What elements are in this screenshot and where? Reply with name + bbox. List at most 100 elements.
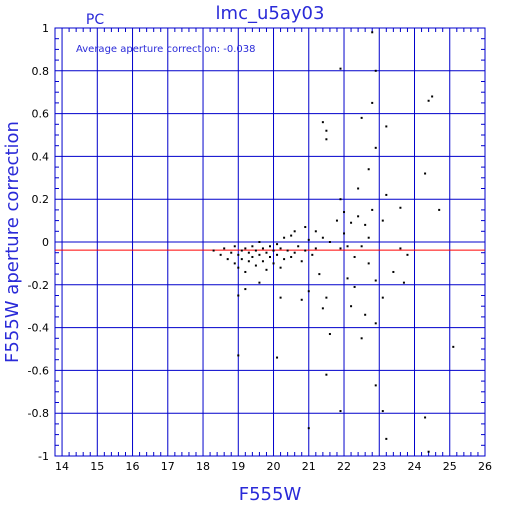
data-point	[272, 249, 275, 252]
data-point	[325, 296, 328, 299]
data-point	[318, 273, 321, 276]
data-point	[343, 232, 346, 235]
x-tick-label: 20	[267, 460, 281, 473]
data-point	[427, 450, 430, 453]
data-point	[226, 258, 229, 261]
data-point	[297, 245, 300, 248]
data-point	[381, 296, 384, 299]
data-point	[293, 251, 296, 254]
data-point	[402, 281, 405, 284]
data-point	[360, 245, 363, 248]
data-point	[254, 249, 257, 252]
data-point	[350, 305, 353, 308]
data-point	[300, 298, 303, 301]
x-tick-label: 25	[443, 460, 457, 473]
data-point	[321, 121, 324, 124]
data-point	[357, 187, 360, 190]
y-tick-label: 0.4	[32, 150, 50, 163]
data-point	[321, 236, 324, 239]
data-point	[304, 249, 307, 252]
data-point	[371, 101, 374, 104]
data-point	[269, 255, 271, 258]
data-point	[279, 247, 282, 250]
data-point	[237, 354, 240, 357]
y-tick-label: 0.2	[32, 193, 50, 206]
data-point	[353, 285, 356, 288]
data-point	[279, 296, 282, 299]
x-axis-label: F555W	[239, 484, 302, 505]
data-point	[321, 307, 324, 310]
data-point	[399, 206, 402, 209]
data-point	[392, 270, 395, 273]
y-tick-label: 1	[42, 22, 49, 35]
data-point	[374, 146, 377, 149]
data-point	[424, 172, 427, 175]
x-tick-label: 14	[55, 460, 69, 473]
x-tick-label: 19	[231, 460, 245, 473]
data-point	[276, 253, 279, 256]
data-point	[265, 251, 268, 254]
data-point	[367, 236, 370, 239]
data-point	[339, 67, 342, 70]
y-tick-label: 0.8	[32, 65, 50, 78]
data-point	[311, 253, 314, 256]
x-tick-label: 17	[161, 460, 175, 473]
data-point	[346, 277, 349, 280]
y-tick-label: -0.6	[28, 364, 49, 377]
data-point	[335, 219, 338, 222]
data-point	[353, 255, 356, 258]
y-tick-label: -0.8	[28, 407, 49, 420]
data-point	[424, 416, 427, 419]
data-point	[371, 208, 374, 211]
data-point	[244, 247, 247, 250]
data-point	[374, 384, 377, 387]
data-points-layer	[212, 31, 455, 453]
data-point	[279, 266, 282, 269]
x-tick-label: 23	[372, 460, 386, 473]
data-point	[328, 333, 331, 336]
data-point	[244, 270, 247, 273]
data-point	[233, 262, 236, 265]
data-point	[343, 211, 346, 214]
tick-layer: 14 15 16 17 18 19 20 21 22 23 24 25 26 -1 -0.8 -0.6 -0.4…	[28, 22, 492, 473]
x-tick-label: 22	[337, 460, 351, 473]
x-tick-label: 24	[408, 460, 422, 473]
y-tick-label: -0.4	[28, 322, 49, 335]
data-point	[251, 245, 254, 248]
data-point	[314, 247, 317, 250]
data-point	[406, 253, 409, 256]
x-tick-label: 15	[90, 460, 104, 473]
data-point	[381, 410, 384, 413]
data-point	[360, 337, 363, 340]
data-point	[307, 427, 310, 430]
data-point	[360, 116, 363, 119]
data-point	[261, 247, 264, 250]
data-point	[300, 260, 303, 263]
x-tick-label: 16	[126, 460, 140, 473]
data-point	[325, 129, 328, 132]
average-correction-annotation: Average aperture correction: -0.038	[76, 44, 256, 55]
data-point	[346, 245, 349, 248]
y-tick-label: 0.6	[32, 108, 50, 121]
y-axis-label: F555W aperture correction	[2, 121, 23, 363]
reference-line-layer	[55, 241, 485, 251]
y-tick-label: 0	[42, 236, 49, 249]
data-point	[258, 253, 261, 256]
data-point	[272, 262, 275, 265]
corner-label: PC	[86, 12, 104, 28]
data-point	[286, 249, 289, 252]
x-tick-label: 21	[302, 460, 316, 473]
data-point	[240, 258, 243, 261]
data-point	[364, 313, 367, 316]
data-point	[314, 230, 317, 233]
data-point	[325, 138, 328, 141]
data-point	[237, 294, 240, 297]
data-point	[258, 241, 261, 243]
data-point	[290, 234, 293, 237]
data-point	[293, 230, 296, 233]
data-point	[350, 221, 353, 224]
data-point	[381, 219, 384, 222]
data-point	[244, 288, 247, 291]
y-tick-label: -0.2	[28, 279, 49, 292]
y-tick-label: -1	[38, 450, 49, 463]
